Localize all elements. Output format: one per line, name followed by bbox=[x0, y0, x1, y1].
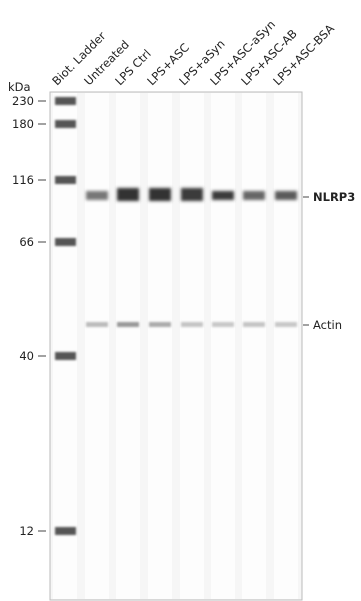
nlrp3-band bbox=[275, 191, 297, 200]
lane-strip bbox=[180, 93, 204, 599]
lane-strip bbox=[53, 93, 77, 599]
marker-label: 12 bbox=[19, 524, 34, 538]
actin-band bbox=[181, 322, 203, 327]
actin-band bbox=[275, 322, 297, 327]
marker-label: 66 bbox=[19, 235, 34, 249]
lane-strip bbox=[148, 93, 172, 599]
nlrp3-band bbox=[149, 188, 171, 201]
ladder-band bbox=[55, 120, 76, 128]
nlrp3-band bbox=[181, 188, 203, 201]
nlrp3-band bbox=[117, 188, 139, 201]
lane-strip bbox=[274, 93, 298, 599]
actin-band bbox=[243, 322, 265, 327]
ladder-band bbox=[55, 238, 76, 246]
marker-label: 40 bbox=[19, 349, 34, 363]
marker-label: 230 bbox=[12, 94, 34, 108]
unit-label: kDa bbox=[8, 80, 31, 94]
ladder-band bbox=[55, 527, 76, 535]
marker-label: 116 bbox=[12, 173, 34, 187]
actin-band bbox=[117, 322, 139, 327]
ladder-band bbox=[55, 97, 76, 105]
actin-band bbox=[212, 322, 234, 327]
nlrp3-band bbox=[212, 191, 234, 200]
blot-figure: kDa Biot. LadderUntreatedLPS CtrlLPS+ASC… bbox=[0, 0, 361, 601]
ladder-band bbox=[55, 176, 76, 184]
lane-strip bbox=[211, 93, 235, 599]
actin-band bbox=[149, 322, 171, 327]
lane-strip bbox=[85, 93, 109, 599]
marker-label: 180 bbox=[12, 117, 34, 131]
band-label: Actin bbox=[313, 318, 342, 332]
actin-band bbox=[86, 322, 108, 327]
lane-strip bbox=[242, 93, 266, 599]
page: kDa Biot. LadderUntreatedLPS CtrlLPS+ASC… bbox=[0, 0, 361, 601]
lane-strip bbox=[116, 93, 140, 599]
ladder-band bbox=[55, 352, 76, 360]
nlrp3-band bbox=[86, 191, 108, 200]
band-label: NLRP3 bbox=[313, 190, 355, 204]
nlrp3-band bbox=[243, 191, 265, 200]
